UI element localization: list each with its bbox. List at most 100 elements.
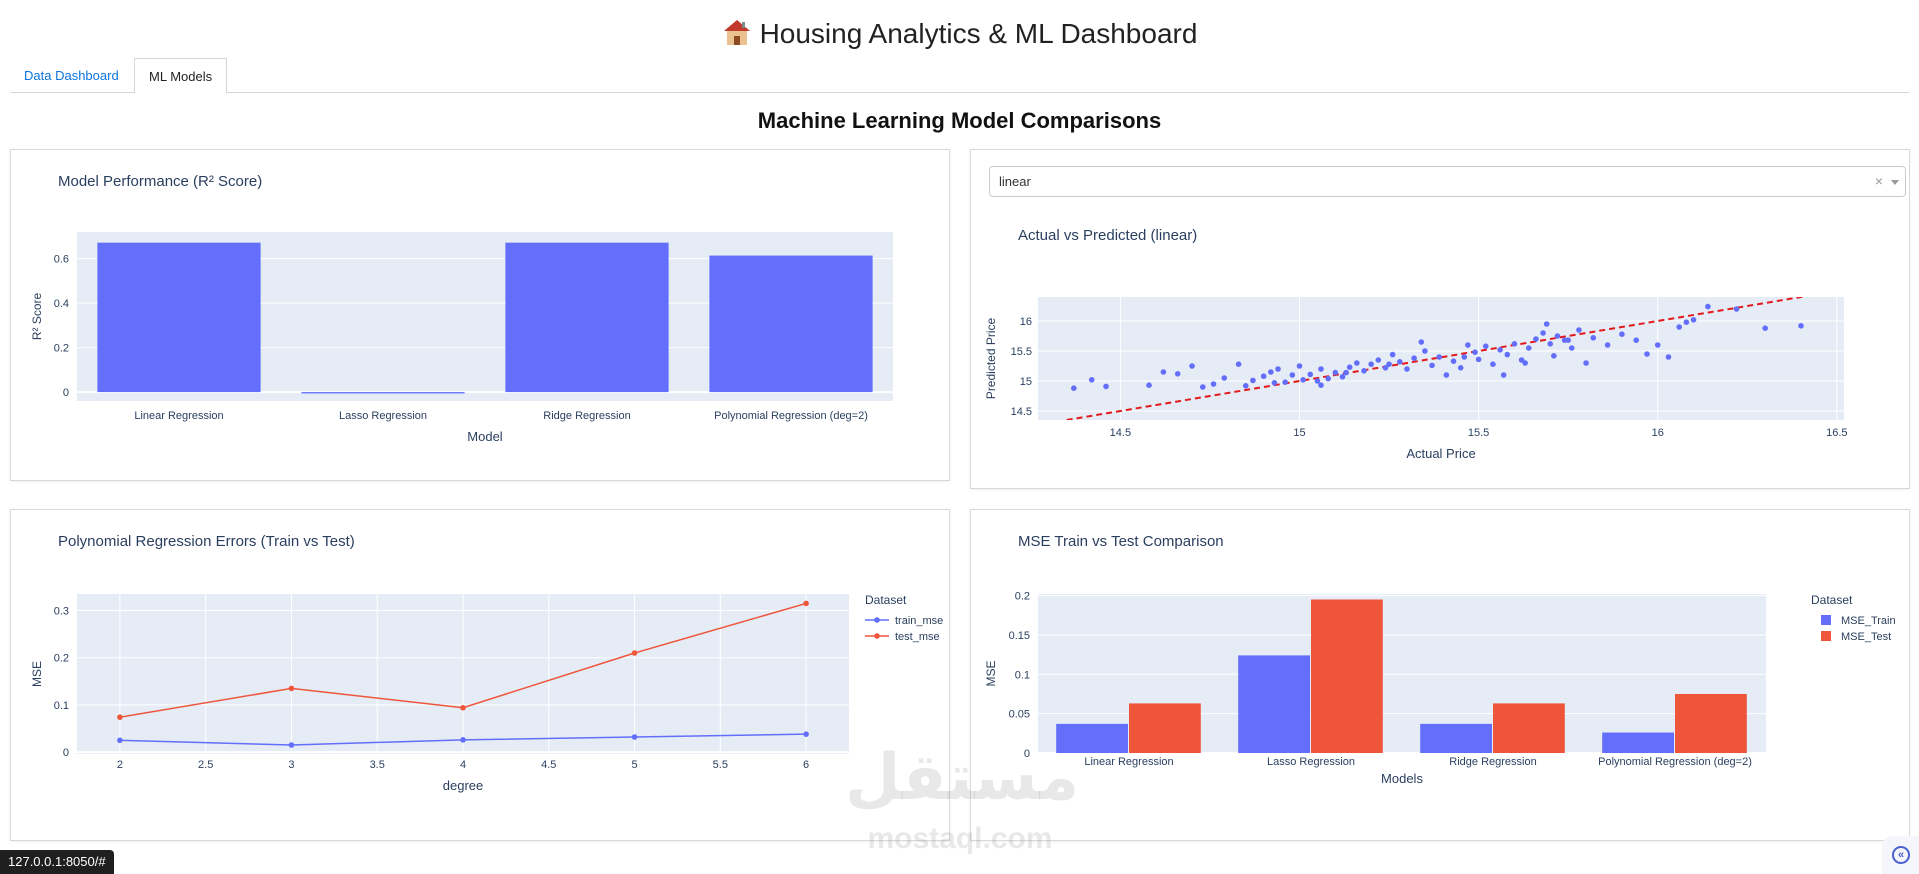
data-point [288,685,295,692]
scatter-point [1160,369,1167,375]
x-tick-label: 16.5 [1826,427,1847,439]
bar [1238,655,1310,753]
legend-label: MSE_Train [1841,615,1896,627]
y-tick-label: 0.4 [54,298,69,310]
scatter-point [1676,324,1683,330]
scatter-point [1457,365,1464,371]
scatter-point [1307,371,1314,378]
scatter-point [1382,365,1389,371]
y-axis-label: MSE [984,660,998,686]
scatter-point [1511,341,1518,347]
data-point [117,714,123,720]
chart-title: Polynomial Regression Errors (Train vs T… [58,533,355,550]
scatter-point [1271,380,1278,386]
scatter-point [1540,330,1546,336]
x-tick-label: Ridge Regression [1449,756,1536,768]
scatter-point [1525,345,1532,351]
scatter-point [1443,372,1450,378]
data-point [460,737,466,743]
bar [505,242,669,393]
scatter-point [1386,361,1392,367]
scatter-point [1221,375,1228,381]
bar [1602,732,1674,753]
tab-data-dashboard[interactable]: Data Dashboard [24,68,119,83]
legend-label: test_mse [895,631,940,643]
scatter-point [1354,360,1360,366]
scatter-point [1418,339,1425,345]
collapse-devtools-button[interactable]: « [1882,836,1919,874]
scatter-point [1490,361,1496,367]
scatter-point [1590,335,1597,341]
chart-title: MSE Train vs Test Comparison [1018,533,1224,550]
scatter-point [1543,321,1550,327]
chevron-down-icon[interactable] [1891,180,1899,185]
scatter-point [1583,360,1589,366]
y-tick-label: 0.2 [54,343,69,355]
x-tick-label: 4.5 [541,759,556,771]
scatter-point [1705,303,1711,310]
y-tick-label: 0.15 [1009,630,1030,642]
x-tick-label: 3.5 [370,759,385,771]
scatter-point [1368,361,1374,367]
x-tick-label: Linear Regression [134,410,223,422]
bar [1311,599,1383,753]
scatter-point [1103,383,1109,390]
scatter-point [1325,375,1331,382]
page-title-text: Housing Analytics & ML Dashboard [759,18,1198,49]
scatter-point [1436,354,1443,360]
scatter-point [1189,363,1195,369]
scatter-point [1465,342,1471,348]
scatter-point [1242,383,1249,389]
y-tick-label: 0.2 [1015,591,1030,603]
actual-vs-predicted-scatter: Actual vs Predicted (linear) 14.5 15 15.5 16… [984,227,1848,461]
house-icon [723,20,750,45]
scatter-point [1343,369,1349,376]
y-tick-label: 0.2 [54,653,69,665]
scatter-point [1275,366,1281,372]
x-tick-label: 2.5 [198,759,213,771]
scatter-point [1533,336,1539,342]
scatter-point [1665,354,1672,360]
data-point [631,734,638,740]
scatter-point [1551,353,1557,359]
tab-bar: Data Dashboard ML Models [10,58,1909,94]
mse-grouped-bar-chart: MSE Train vs Test Comparison 0 0.05 0.1 0.15… [984,533,1896,786]
scatter-point [1088,377,1095,383]
scatter-point [1690,317,1697,323]
model-select-dropdown[interactable]: linear × [989,166,1906,197]
y-tick-label: 0.05 [1009,709,1030,721]
tab-ml-models[interactable]: ML Models [134,58,228,94]
x-tick-label: Ridge Regression [543,410,630,422]
bar [1056,723,1128,753]
clear-icon[interactable]: × [1874,173,1883,189]
x-tick-label: 2 [117,759,123,771]
r2-chart-panel: Model Performance (R² Score) 0 0.2 0.4 0.6 Li… [10,149,950,481]
scatter-point [1361,368,1367,374]
scatter-point [1071,385,1077,391]
x-tick-label: 5.5 [713,759,728,771]
x-tick-label: 4 [460,759,466,771]
scatter-point [1332,369,1339,376]
data-point [288,742,295,748]
page-title: Housing Analytics & ML Dashboard [0,18,1919,50]
poly-errors-line-chart: Polynomial Regression Errors (Train vs T… [30,533,943,793]
scatter-point [1289,372,1296,378]
y-tick-label: 0 [63,747,69,759]
scatter-point [1397,359,1403,365]
y-tick-label: 15.5 [1011,346,1032,358]
data-point [803,731,809,737]
chart-title: Model Performance (R² Score) [58,173,262,190]
y-tick-label: 0.1 [54,700,69,712]
x-tick-label: Linear Regression [1084,756,1173,768]
scatter-point [1547,341,1554,347]
scatter-point [1565,337,1571,343]
x-tick-label: Lasso Regression [339,410,427,422]
scatter-point [1422,348,1428,354]
bar [97,242,261,393]
y-tick-label: 14.5 [1011,406,1032,418]
scatter-point [1461,354,1468,360]
scatter-point [1554,333,1561,339]
scatter-point [1576,327,1582,333]
scatter-point [1683,319,1690,325]
scatter-point [1472,349,1478,355]
